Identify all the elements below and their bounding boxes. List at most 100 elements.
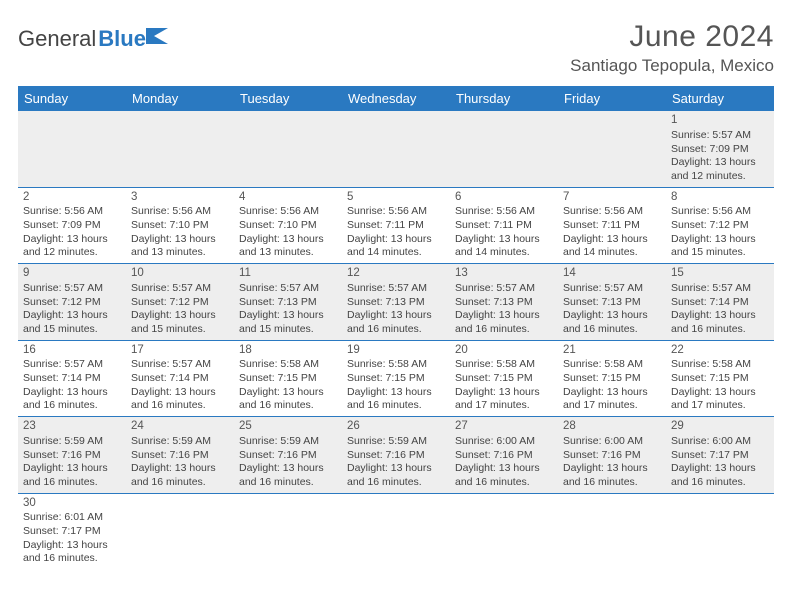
daylight-line: Daylight: 13 hours and 16 minutes. — [347, 386, 445, 413]
sunset-line: Sunset: 7:16 PM — [239, 449, 337, 463]
sunrise-line: Sunrise: 6:01 AM — [23, 511, 121, 525]
sunset-line: Sunset: 7:17 PM — [671, 449, 769, 463]
sunrise-line: Sunrise: 5:57 AM — [23, 358, 121, 372]
sunrise-line: Sunrise: 5:59 AM — [347, 435, 445, 449]
calendar-day: 3Sunrise: 5:56 AMSunset: 7:10 PMDaylight… — [126, 187, 234, 264]
sunset-line: Sunset: 7:16 PM — [563, 449, 661, 463]
day-number: 16 — [23, 343, 121, 358]
sunset-line: Sunset: 7:12 PM — [23, 296, 121, 310]
calendar-day: 7Sunrise: 5:56 AMSunset: 7:11 PMDaylight… — [558, 187, 666, 264]
day-number: 6 — [455, 190, 553, 205]
sunrise-line: Sunrise: 5:56 AM — [347, 205, 445, 219]
location-text: Santiago Tepopula, Mexico — [570, 56, 774, 76]
daylight-line: Daylight: 13 hours and 16 minutes. — [23, 539, 121, 566]
sunset-line: Sunset: 7:13 PM — [239, 296, 337, 310]
day-number: 7 — [563, 190, 661, 205]
daylight-line: Daylight: 13 hours and 14 minutes. — [347, 233, 445, 260]
sunrise-line: Sunrise: 6:00 AM — [455, 435, 553, 449]
sunset-line: Sunset: 7:11 PM — [455, 219, 553, 233]
calendar-day-empty — [450, 493, 558, 569]
sunrise-line: Sunrise: 5:56 AM — [239, 205, 337, 219]
calendar-day: 27Sunrise: 6:00 AMSunset: 7:16 PMDayligh… — [450, 417, 558, 494]
calendar-day: 4Sunrise: 5:56 AMSunset: 7:10 PMDaylight… — [234, 187, 342, 264]
sunset-line: Sunset: 7:11 PM — [563, 219, 661, 233]
calendar-day: 8Sunrise: 5:56 AMSunset: 7:12 PMDaylight… — [666, 187, 774, 264]
calendar-day: 16Sunrise: 5:57 AMSunset: 7:14 PMDayligh… — [18, 340, 126, 417]
day-header: Monday — [126, 86, 234, 111]
sunset-line: Sunset: 7:16 PM — [347, 449, 445, 463]
sunset-line: Sunset: 7:14 PM — [131, 372, 229, 386]
calendar-day-empty — [666, 493, 774, 569]
calendar-day-empty — [126, 111, 234, 187]
calendar-day-empty — [558, 111, 666, 187]
calendar-day: 17Sunrise: 5:57 AMSunset: 7:14 PMDayligh… — [126, 340, 234, 417]
calendar-day: 6Sunrise: 5:56 AMSunset: 7:11 PMDaylight… — [450, 187, 558, 264]
day-number: 15 — [671, 266, 769, 281]
sunset-line: Sunset: 7:16 PM — [23, 449, 121, 463]
calendar-day: 29Sunrise: 6:00 AMSunset: 7:17 PMDayligh… — [666, 417, 774, 494]
sunrise-line: Sunrise: 5:57 AM — [347, 282, 445, 296]
sunrise-line: Sunrise: 5:56 AM — [563, 205, 661, 219]
calendar-week: 30Sunrise: 6:01 AMSunset: 7:17 PMDayligh… — [18, 493, 774, 569]
calendar-day: 21Sunrise: 5:58 AMSunset: 7:15 PMDayligh… — [558, 340, 666, 417]
title-block: June 2024 Santiago Tepopula, Mexico — [570, 20, 774, 76]
sunrise-line: Sunrise: 5:59 AM — [131, 435, 229, 449]
day-number: 23 — [23, 419, 121, 434]
day-number: 9 — [23, 266, 121, 281]
sunset-line: Sunset: 7:11 PM — [347, 219, 445, 233]
sunrise-line: Sunrise: 6:00 AM — [563, 435, 661, 449]
day-number: 1 — [671, 113, 769, 128]
day-number: 30 — [23, 496, 121, 511]
sunrise-line: Sunrise: 5:56 AM — [23, 205, 121, 219]
day-number: 18 — [239, 343, 337, 358]
sunset-line: Sunset: 7:12 PM — [131, 296, 229, 310]
calendar-day: 5Sunrise: 5:56 AMSunset: 7:11 PMDaylight… — [342, 187, 450, 264]
calendar-day-empty — [126, 493, 234, 569]
calendar-day-empty — [234, 493, 342, 569]
day-number: 8 — [671, 190, 769, 205]
logo-flag-icon — [146, 26, 172, 46]
sunrise-line: Sunrise: 5:58 AM — [671, 358, 769, 372]
calendar-day: 9Sunrise: 5:57 AMSunset: 7:12 PMDaylight… — [18, 264, 126, 341]
daylight-line: Daylight: 13 hours and 17 minutes. — [455, 386, 553, 413]
sunrise-line: Sunrise: 5:57 AM — [131, 282, 229, 296]
day-number: 20 — [455, 343, 553, 358]
sunset-line: Sunset: 7:15 PM — [563, 372, 661, 386]
sunset-line: Sunset: 7:17 PM — [23, 525, 121, 539]
calendar-day-empty — [18, 111, 126, 187]
daylight-line: Daylight: 13 hours and 14 minutes. — [455, 233, 553, 260]
logo-text-1: General — [18, 26, 96, 52]
sunrise-line: Sunrise: 5:57 AM — [671, 282, 769, 296]
calendar-day: 26Sunrise: 5:59 AMSunset: 7:16 PMDayligh… — [342, 417, 450, 494]
daylight-line: Daylight: 13 hours and 16 minutes. — [671, 309, 769, 336]
day-number: 17 — [131, 343, 229, 358]
calendar-day: 13Sunrise: 5:57 AMSunset: 7:13 PMDayligh… — [450, 264, 558, 341]
day-number: 5 — [347, 190, 445, 205]
day-number: 25 — [239, 419, 337, 434]
sunrise-line: Sunrise: 5:57 AM — [563, 282, 661, 296]
daylight-line: Daylight: 13 hours and 15 minutes. — [23, 309, 121, 336]
sunset-line: Sunset: 7:13 PM — [563, 296, 661, 310]
sunset-line: Sunset: 7:10 PM — [131, 219, 229, 233]
daylight-line: Daylight: 13 hours and 16 minutes. — [347, 309, 445, 336]
sunrise-line: Sunrise: 5:58 AM — [455, 358, 553, 372]
calendar-day: 1Sunrise: 5:57 AMSunset: 7:09 PMDaylight… — [666, 111, 774, 187]
sunrise-line: Sunrise: 5:57 AM — [239, 282, 337, 296]
day-number: 26 — [347, 419, 445, 434]
calendar-week: 9Sunrise: 5:57 AMSunset: 7:12 PMDaylight… — [18, 264, 774, 341]
calendar-day: 2Sunrise: 5:56 AMSunset: 7:09 PMDaylight… — [18, 187, 126, 264]
day-number: 27 — [455, 419, 553, 434]
day-number: 12 — [347, 266, 445, 281]
calendar-day: 30Sunrise: 6:01 AMSunset: 7:17 PMDayligh… — [18, 493, 126, 569]
logo: GeneralBlue — [18, 26, 172, 52]
daylight-line: Daylight: 13 hours and 15 minutes. — [239, 309, 337, 336]
daylight-line: Daylight: 13 hours and 16 minutes. — [239, 462, 337, 489]
daylight-line: Daylight: 13 hours and 15 minutes. — [671, 233, 769, 260]
day-number: 3 — [131, 190, 229, 205]
day-number: 2 — [23, 190, 121, 205]
calendar-day-empty — [450, 111, 558, 187]
daylight-line: Daylight: 13 hours and 15 minutes. — [131, 309, 229, 336]
sunrise-line: Sunrise: 5:57 AM — [23, 282, 121, 296]
sunset-line: Sunset: 7:13 PM — [455, 296, 553, 310]
daylight-line: Daylight: 13 hours and 17 minutes. — [671, 386, 769, 413]
